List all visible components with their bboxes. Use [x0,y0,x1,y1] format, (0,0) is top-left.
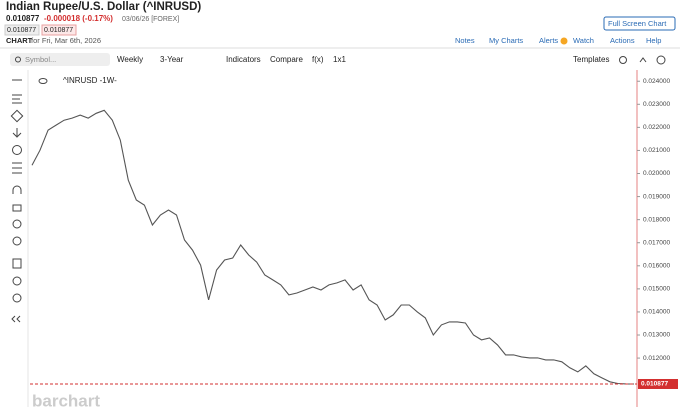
y-tick-label: 0.019000 [643,193,670,200]
full-screen-label[interactable]: Full Screen Chart [608,19,667,28]
y-tick-label: 0.015000 [643,286,670,293]
tool-text[interactable] [12,145,22,155]
tool-zoom-out[interactable] [12,293,22,303]
tool-lines[interactable] [12,94,22,104]
tool-redo[interactable] [12,236,22,246]
y-tick-label: 0.012000 [643,355,670,362]
ask-box [41,24,77,36]
templates[interactable]: Templates [573,55,609,64]
theme-icon[interactable] [656,55,666,65]
bid-box [4,24,40,36]
header-link[interactable]: Notes [455,36,475,45]
visibility-icon[interactable] [38,78,48,84]
y-tick-label: 0.013000 [643,332,670,339]
tool-zoom-in[interactable] [12,276,22,286]
symbol-placeholder[interactable]: Symbol... [25,55,56,64]
bid: 0.010877 [7,27,36,34]
full-screen-button[interactable] [603,16,676,31]
ask: 0.010877 [44,27,73,34]
tool-magnet[interactable] [12,185,22,194]
change: -0.000018 (-0.17%) [44,14,113,23]
tool-arrow[interactable] [12,128,22,138]
y-tick-label: 0.020000 [643,170,670,177]
y-tick-label: 0.024000 [643,78,670,85]
chart-label: CHART [6,36,33,45]
price-line [31,109,635,385]
watermark: barchart [32,391,100,407]
y-tick-label: 0.021000 [643,147,670,154]
y-tick-label: 0.017000 [643,239,670,246]
chart-date: for Fri, Mar 6th, 2026 [31,36,101,45]
toolbar-item[interactable]: f(x) [312,55,324,64]
toolbar-item[interactable]: Indicators [226,55,261,64]
tool-delete[interactable] [12,258,22,269]
symbol-input[interactable] [10,53,110,66]
tool-collapse[interactable] [11,315,21,323]
collapse-icon[interactable] [639,57,647,63]
header-link[interactable]: Actions [610,36,635,45]
toolbar-item[interactable]: 3-Year [160,55,184,64]
tool-lock[interactable] [12,204,22,212]
left-tools [10,79,24,323]
header-link[interactable]: Watch [573,36,594,45]
tool-fib[interactable] [12,162,22,174]
last-price-label: 0.010877 [641,381,668,388]
alert-badge [560,37,568,45]
y-tick-label: 0.018000 [643,216,670,223]
title: Indian Rupee/U.S. Dollar (^INRUSD) [6,1,201,13]
header-link[interactable]: Alerts [539,36,558,45]
toolbar-item[interactable]: Weekly [117,55,143,64]
y-tick-label: 0.014000 [643,309,670,316]
toolbar-item[interactable]: Compare [270,55,303,64]
settings-icon[interactable] [619,56,627,64]
legend: ^INRUSD -1W- [63,76,117,85]
header-link[interactable]: Help [646,36,661,45]
y-tick-label: 0.023000 [643,101,670,108]
date-exchange: 03/06/26 [FOREX] [122,16,179,23]
last: 0.010877 [6,14,40,23]
search-icon [15,56,21,63]
tool-shape[interactable] [10,109,24,123]
last-price-box [638,378,678,389]
header-link[interactable]: My Charts [489,36,523,45]
y-tick-label: 0.022000 [643,124,670,131]
tool-undo[interactable] [12,219,22,229]
y-tick-label: 0.016000 [643,263,670,270]
toolbar-item[interactable]: 1x1 [333,55,346,64]
